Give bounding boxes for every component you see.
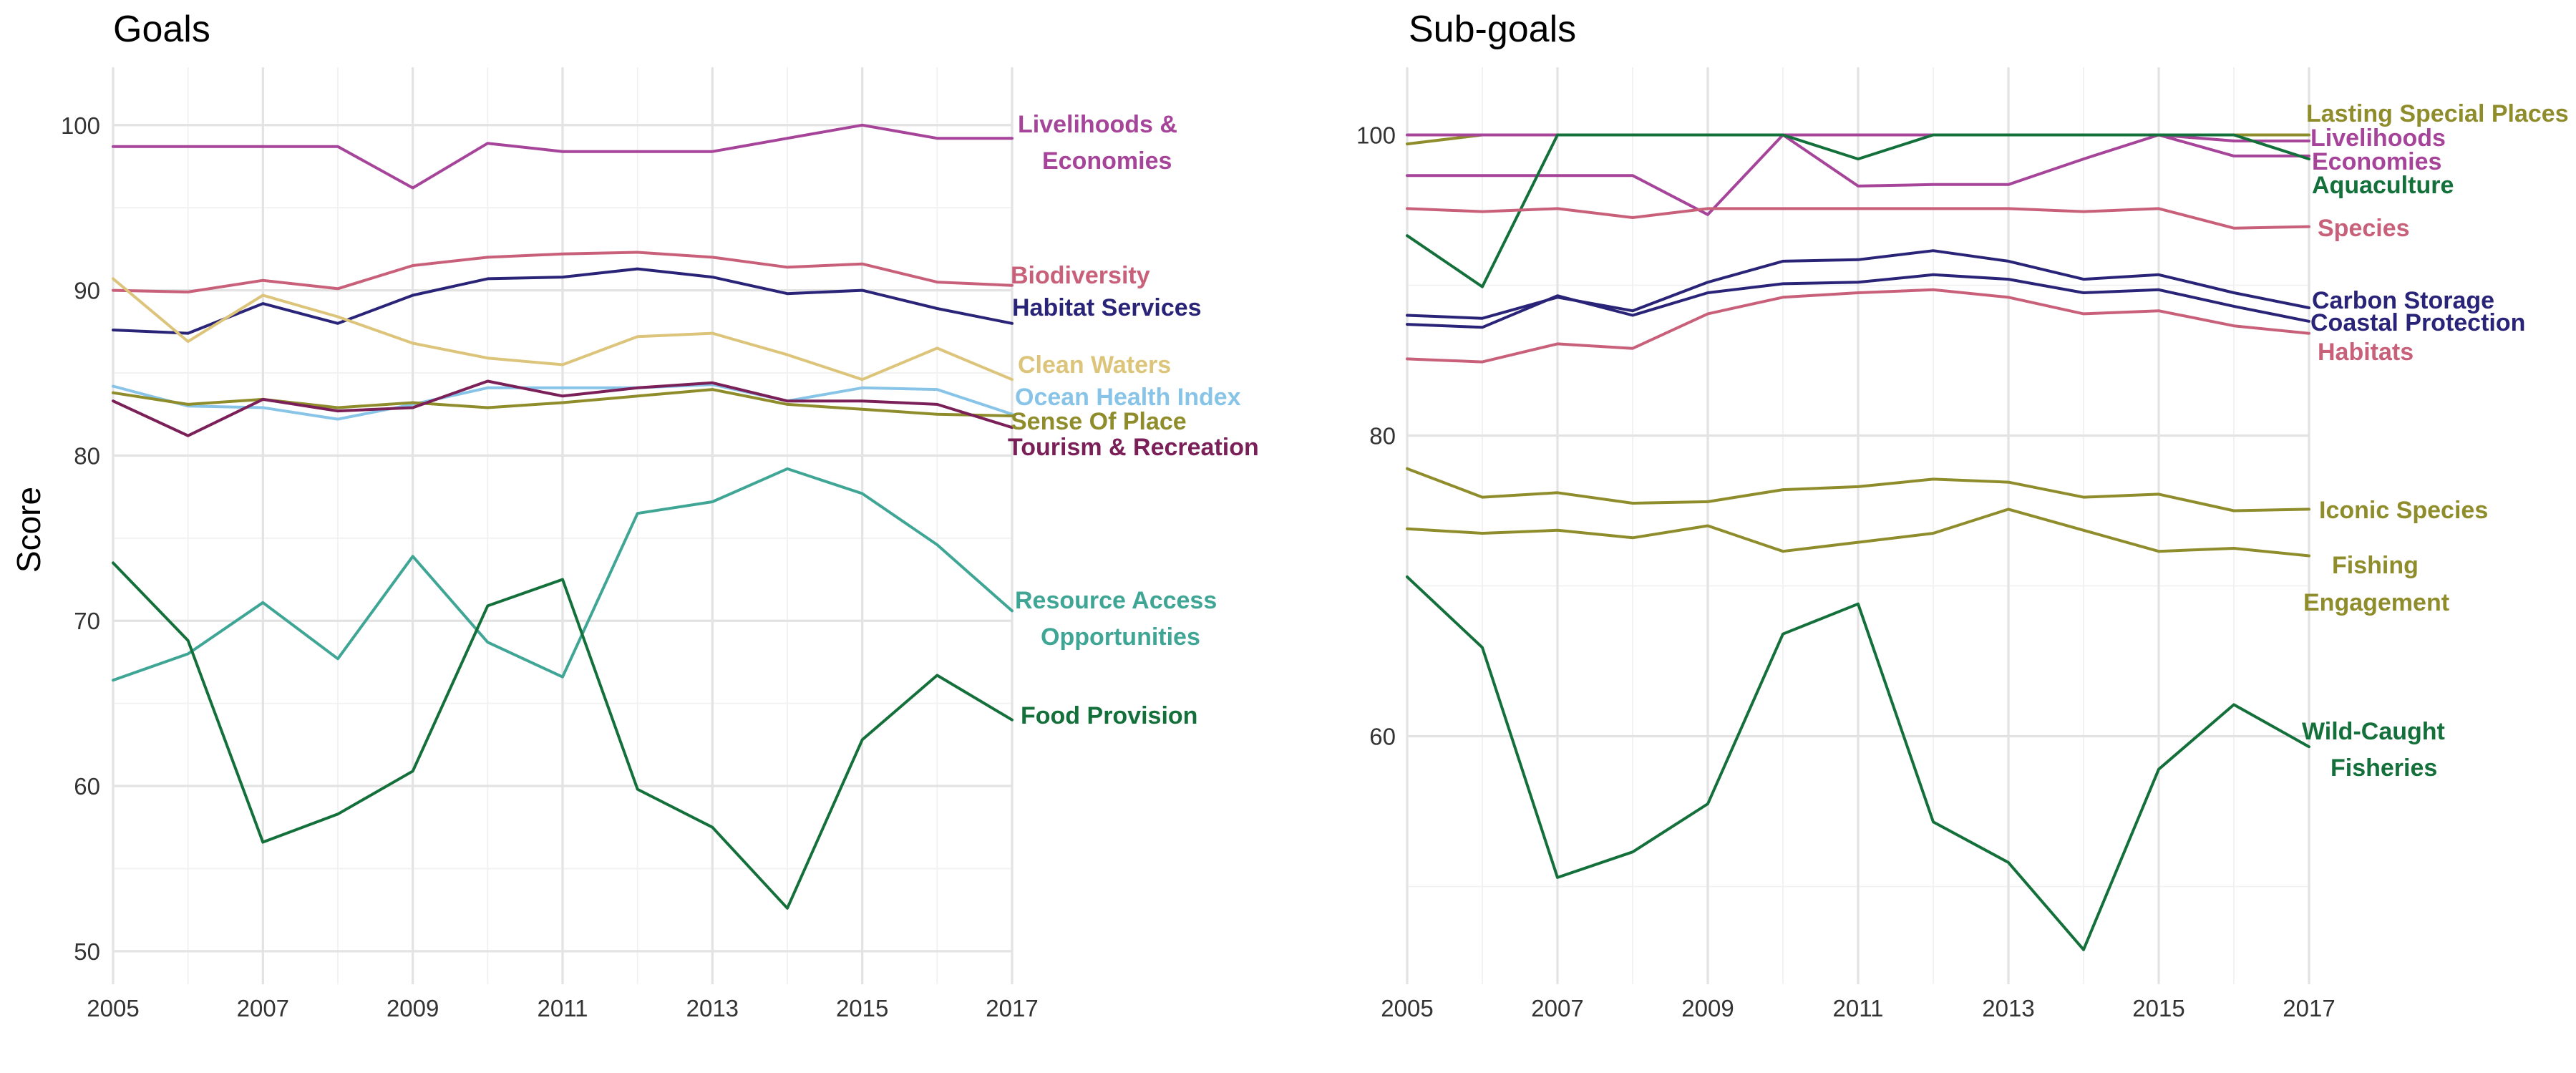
series-label-fishing-engagement: Fishing [2332, 552, 2419, 579]
series-label-coastal-protection: Coastal Protection [2310, 309, 2525, 336]
series-label-carbon-storage: Carbon Storage [2312, 287, 2494, 314]
series-line-species [1406, 207, 2310, 230]
series-label-tourism-and-recreation: Tourism & Recreation [1008, 434, 1259, 461]
series-line-resource-access-opportunities [112, 467, 1014, 682]
goals-panel: Goals 50 60 70 80 90 100 2005 2007 2009 2011 2013 20… [61, 9, 1259, 1021]
x-tick-label: 2007 [237, 995, 289, 1021]
y-tick-label: 50 [74, 938, 100, 965]
y-tick-label: 60 [1369, 724, 1396, 750]
series-label-aquaculture: Aquaculture [2312, 172, 2454, 199]
series-line-coastal-protection [1406, 273, 2310, 329]
x-tick-label: 2015 [836, 995, 888, 1021]
series-label-food-provision: Food Provision [1021, 702, 1197, 729]
series-line-livelihoods-and-economies [112, 123, 1014, 190]
series-label-resource-access-opportunities: Opportunities [1041, 623, 1200, 651]
x-tick-label: 2017 [986, 995, 1038, 1021]
series-label-biodiversity: Biodiversity [1011, 262, 1150, 289]
series-line-habitat-services [112, 267, 1014, 335]
x-tick-label: 2013 [686, 995, 739, 1021]
series-label-resource-access-opportunities: Resource Access [1015, 587, 1217, 614]
series-label-wild-caught-fisheries: Wild-Caught [2302, 718, 2445, 745]
series-label-habitat-services: Habitat Services [1012, 294, 1202, 321]
series-line-tourism-and-recreation [112, 379, 1014, 437]
x-tick-label: 2011 [538, 995, 588, 1021]
series-line-habitats [1406, 288, 2310, 364]
y-axis-label: Score [10, 487, 47, 573]
x-tick-label: 2011 [1833, 995, 1884, 1021]
series-line-clean-waters [112, 277, 1014, 382]
y-tick-label: 100 [1356, 122, 1396, 149]
series-label-livelihoods: Livelihoods [2310, 125, 2446, 152]
series-line-food-provision [112, 561, 1014, 910]
grid [1406, 67, 2310, 984]
series-label-economies: Economies [2312, 148, 2441, 175]
y-tick-label: 90 [74, 278, 100, 304]
series-label-iconic-species: Iconic Species [2319, 497, 2488, 524]
y-tick-label: 70 [74, 608, 100, 634]
x-tick-label: 2007 [1531, 995, 1583, 1021]
series-line-biodiversity [112, 251, 1014, 293]
sub-goals-title: Sub-goals [1409, 9, 1576, 50]
series-line-wild-caught-fisheries [1406, 575, 2310, 951]
x-tick-label: 2013 [1982, 995, 2034, 1021]
series-label-sense-of-place: Sense Of Place [1011, 408, 1187, 435]
series-line-aquaculture [1406, 133, 2310, 288]
sub-goals-panel: Sub-goals 60 80 100 2005 2007 2009 2011 2013 2015… [1356, 9, 2569, 1021]
series-label-ocean-health-index: Ocean Health Index [1015, 384, 1241, 411]
y-tick-label: 60 [74, 773, 100, 800]
y-tick-label: 80 [74, 442, 100, 469]
series-label-lasting-special-places: Lasting Special Places [2306, 100, 2569, 127]
series-line-fishing-engagement [1406, 508, 2310, 558]
series-label-livelihoods-and-economies: Economies [1042, 147, 1172, 175]
x-tick-label: 2005 [1381, 995, 1433, 1021]
y-tick-label: 80 [1369, 423, 1396, 450]
goals-title: Goals [113, 9, 210, 50]
x-tick-label: 2017 [2283, 995, 2335, 1021]
series-label-habitats: Habitats [2318, 339, 2414, 366]
series-label-wild-caught-fisheries: Fisheries [2330, 754, 2437, 782]
y-tick-label: 100 [61, 112, 100, 139]
series-label-clean-waters: Clean Waters [1018, 351, 1171, 379]
x-tick-label: 2009 [1681, 995, 1734, 1021]
x-tick-label: 2005 [87, 995, 139, 1021]
grid [112, 67, 1014, 984]
series-line-ocean-health-index [112, 383, 1014, 421]
series-label-livelihoods-and-economies: Livelihoods & [1018, 111, 1177, 138]
x-tick-label: 2009 [387, 995, 439, 1021]
series-line-iconic-species [1406, 467, 2310, 513]
series-label-fishing-engagement: Engagement [2303, 589, 2449, 616]
x-tick-label: 2015 [2132, 995, 2184, 1021]
series-label-species: Species [2318, 215, 2410, 242]
